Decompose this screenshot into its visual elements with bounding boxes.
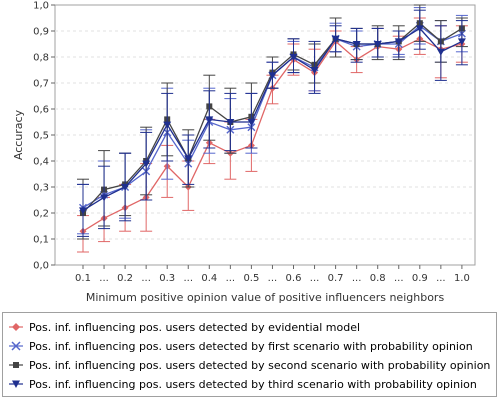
legend-item-evidential: Pos. inf. influencing pos. users detecte… <box>9 318 360 336</box>
y-tick-label: 0,9 <box>33 27 49 38</box>
y-tick-label: 0,7 <box>33 79 49 90</box>
x-tick-label: ... <box>394 273 404 284</box>
x-tick-label: ... <box>226 273 236 284</box>
triangle-down-marker-icon <box>9 380 23 388</box>
legend: Pos. inf. influencing pos. users detecte… <box>2 312 497 397</box>
data-point <box>394 38 403 46</box>
x-axis-title: Minimum positive opinion value of positi… <box>86 291 445 304</box>
x-tick-label: 0.4 <box>201 273 217 284</box>
data-point <box>268 72 277 80</box>
legend-label: Pos. inf. influencing pos. users detecte… <box>29 358 491 372</box>
y-tick-label: 0,3 <box>33 183 49 194</box>
series-4 <box>77 9 468 237</box>
square-marker-icon <box>9 362 23 368</box>
y-tick-label: 0,6 <box>33 105 49 116</box>
data-point <box>184 155 193 163</box>
data-point <box>373 41 382 48</box>
x-tick-label: 0.9 <box>412 273 428 284</box>
accuracy-line-chart: 0,0 0,1 0,2 0,3 0,4 0,5 0,6 0,7 0,8 0,9 1,0 0.1...… <box>12 1 476 304</box>
legend-item-third-scenario: Pos. inf. influencing pos. users detecte… <box>9 375 477 393</box>
data-point <box>226 119 235 126</box>
y-tick-label: 1,0 <box>33 1 49 12</box>
y-axis-ticks: 0,0 0,1 0,2 0,3 0,4 0,5 0,6 0,7 0,8 0,9 1,0 <box>33 1 55 272</box>
data-point <box>457 38 466 46</box>
series-layer <box>77 4 468 253</box>
legend-label: Pos. inf. influencing pos. users detecte… <box>29 339 473 353</box>
data-point <box>289 54 298 61</box>
x-tick-label: 0.1 <box>75 273 91 284</box>
data-point <box>247 119 256 126</box>
x-tick-label: ... <box>310 273 320 284</box>
data-point <box>331 35 340 43</box>
data-point <box>121 184 130 191</box>
x-tick-label: ... <box>352 273 362 284</box>
x-tick-label: 0.2 <box>117 273 133 284</box>
x-tick-label: 0.8 <box>370 273 386 284</box>
x-tick-label: ... <box>99 273 109 284</box>
x-tick-label: 1.0 <box>454 273 470 284</box>
data-point <box>142 160 151 168</box>
x-axis-ticks: 0.1... 0.2... 0.3... 0.4... 0.5... 0.6... 0.7.… <box>75 265 470 284</box>
data-point <box>352 41 361 48</box>
x-tick-label: 0.6 <box>286 273 302 284</box>
x-tick-label: ... <box>183 273 193 284</box>
legend-item-second-scenario: Pos. inf. influencing pos. users detecte… <box>9 356 490 374</box>
data-point <box>310 67 319 74</box>
diamond-marker-icon <box>9 323 23 331</box>
x-tick-label: 0.7 <box>328 273 344 284</box>
data-point <box>100 194 109 202</box>
y-tick-label: 0,0 <box>33 261 49 272</box>
y-tick-label: 0,8 <box>33 53 49 64</box>
y-tick-label: 0,2 <box>33 209 49 220</box>
grid-lines <box>55 30 475 240</box>
data-point <box>436 48 445 56</box>
y-axis-title: Accuracy <box>12 109 25 160</box>
y-tick-label: 0,1 <box>33 235 49 246</box>
x-tick-label: ... <box>436 273 446 284</box>
y-tick-label: 0,4 <box>33 157 49 168</box>
data-point <box>79 207 87 215</box>
legend-label: Pos. inf. influencing pos. users detecte… <box>29 320 361 334</box>
x-tick-label: ... <box>268 273 278 284</box>
data-point <box>163 121 172 129</box>
x-tick-label: 0.3 <box>159 273 175 284</box>
data-point <box>415 25 424 33</box>
legend-label: Pos. inf. influencing pos. users detecte… <box>29 377 477 391</box>
x-tick-label: 0.5 <box>243 273 259 284</box>
x-marker-icon <box>9 341 23 351</box>
x-tick-label: ... <box>141 273 151 284</box>
legend-item-first-scenario: Pos. inf. influencing pos. users detecte… <box>9 337 473 355</box>
data-point <box>205 116 214 124</box>
y-tick-label: 0,5 <box>33 131 49 142</box>
